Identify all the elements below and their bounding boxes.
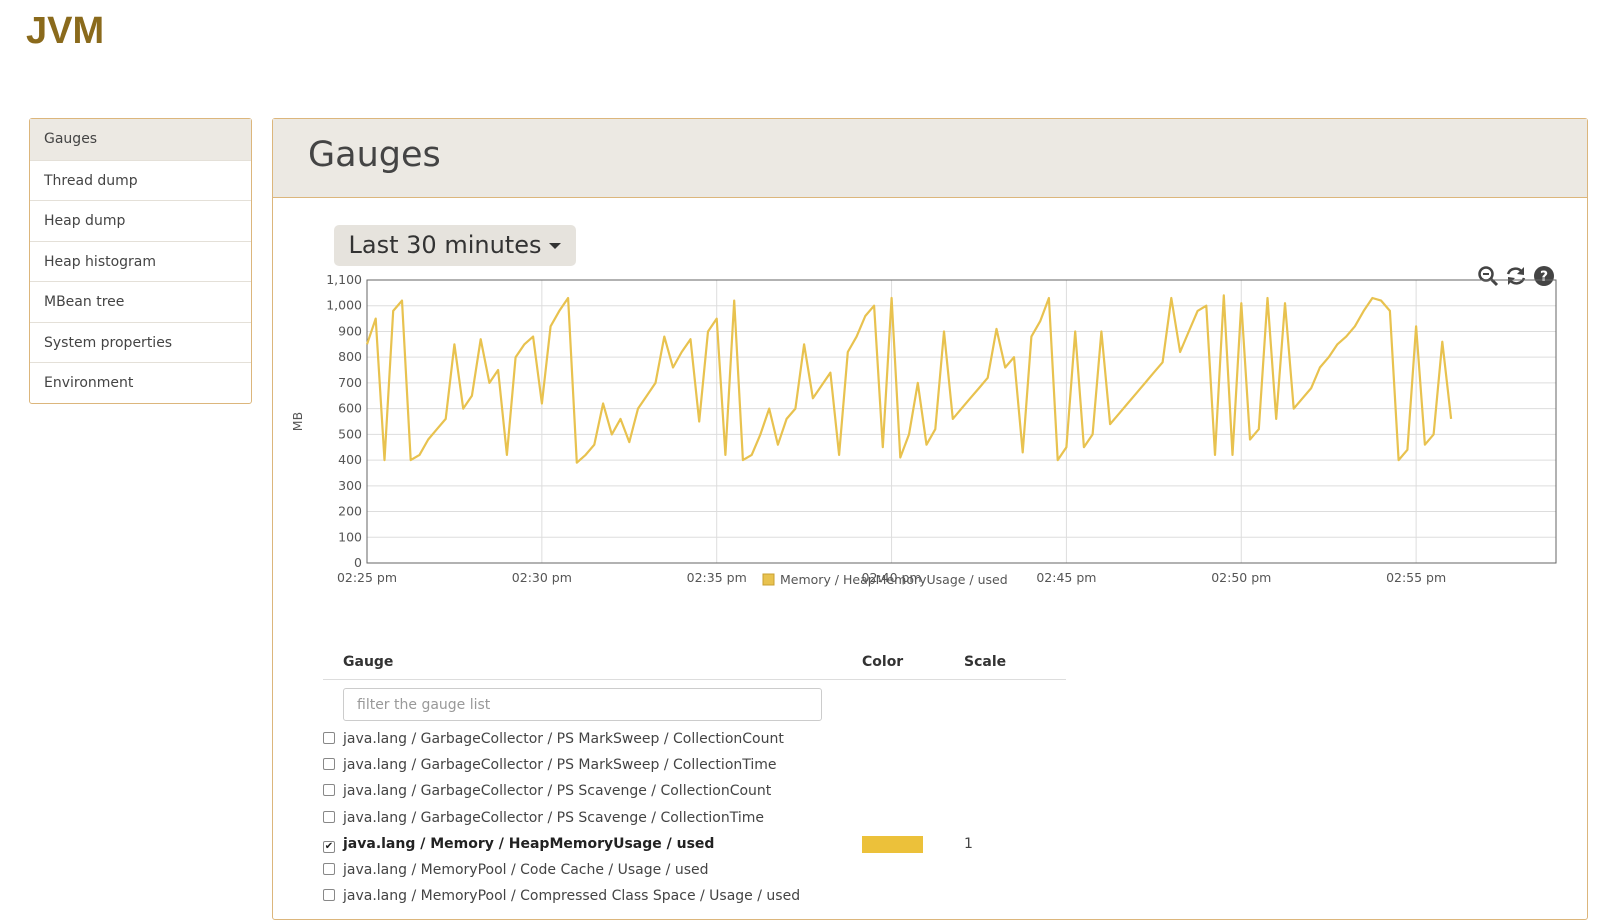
x-tick-label: 02:50 pm — [1211, 570, 1271, 585]
refresh-icon[interactable] — [1505, 265, 1527, 287]
chart: 0 100 200 300 400 500 600 700 800 900 1,000 1,100 02… — [290, 272, 1557, 587]
scale-value: 1 — [964, 835, 973, 852]
x-tick-label: 02:40 pm — [862, 570, 922, 585]
gauge-row: ✔ java.lang / Memory / HeapMemoryUsage / … — [323, 834, 714, 854]
svg-text:?: ? — [1540, 269, 1548, 285]
gauge-label: java.lang / MemoryPool / Compressed Clas… — [343, 888, 801, 905]
y-tick-label: 1,100 — [326, 272, 362, 287]
column-header: Scale — [964, 654, 1007, 670]
y-tick-label: 300 — [338, 478, 362, 493]
app-title: JVM — [26, 10, 105, 52]
checkbox[interactable] — [323, 889, 335, 902]
help-icon[interactable]: ? — [1533, 265, 1555, 287]
gauge-row: java.lang / MemoryPool / Code Cache / Us… — [323, 860, 709, 880]
gauge-row: java.lang / GarbageCollector / PS MarkSw… — [323, 755, 777, 775]
gauge-label: java.lang / Memory / HeapMemoryUsage / u… — [343, 835, 715, 852]
checkbox[interactable] — [323, 784, 335, 797]
y-tick-label: 700 — [338, 375, 362, 390]
column-header: Color — [862, 654, 904, 670]
y-tick-label: 1,000 — [326, 298, 362, 313]
nav-item[interactable]: Thread dump — [30, 159, 251, 201]
time-range-button[interactable]: Last 30 minutes — [334, 225, 576, 266]
checkbox[interactable] — [323, 758, 335, 771]
gauge-row: java.lang / GarbageCollector / PS MarkSw… — [323, 729, 784, 749]
nav-item[interactable]: Gauges — [30, 119, 251, 160]
column-header: Gauge — [343, 654, 394, 670]
y-tick-label: 800 — [338, 349, 362, 364]
gauge-label: java.lang / GarbageCollector / PS Scaven… — [343, 809, 764, 826]
panel: Gauges Last 30 minutes — [272, 118, 1588, 920]
color-swatch — [862, 835, 923, 853]
y-tick-label: 500 — [338, 426, 362, 441]
gauge-row: java.lang / GarbageCollector / PS Scaven… — [323, 808, 764, 828]
y-tick-label: 200 — [338, 504, 362, 519]
checkbox[interactable]: ✔ — [323, 840, 335, 853]
nav-item[interactable]: Heap histogram — [30, 240, 251, 282]
data-line — [365, 294, 1453, 464]
gauge-label: java.lang / GarbageCollector / PS Scaven… — [343, 783, 772, 800]
legend-swatch — [762, 573, 775, 586]
nav-item[interactable]: Heap dump — [30, 200, 251, 241]
header-rule — [323, 679, 1066, 680]
plot-border — [366, 279, 1557, 564]
x-tick-label: 02:25 pm — [337, 570, 397, 585]
y-tick-label: 900 — [338, 323, 362, 338]
checkbox[interactable] — [323, 732, 335, 744]
y-axis-label: MB — [290, 412, 305, 431]
nav-item[interactable]: MBean tree — [30, 281, 251, 322]
y-tick-label: 400 — [338, 452, 362, 467]
x-tick-label: 02:30 pm — [512, 570, 572, 585]
filter-input[interactable]: filter the gauge list — [343, 688, 822, 721]
panel-header: Gauges — [273, 119, 1587, 198]
legend-label: Memory / HeapMemoryUsage / used — [780, 572, 1008, 587]
y-tick-label: 0 — [354, 555, 362, 570]
gauge-row: java.lang / GarbageCollector / PS Scaven… — [323, 781, 771, 801]
y-tick-label: 600 — [338, 401, 362, 416]
nav-item[interactable]: Environment — [30, 362, 251, 403]
gauge-label: java.lang / GarbageCollector / PS MarkSw… — [343, 757, 777, 774]
gauge-label: java.lang / MemoryPool / Code Cache / Us… — [343, 862, 709, 878]
panel-title: Gauges — [308, 135, 441, 175]
sidebar: Gauges Thread dump Heap dump Heap histogram… — [29, 118, 252, 404]
checkbox[interactable] — [323, 863, 335, 875]
page: JVM Gauges Thread dump Heap dump Heap histo… — [0, 0, 1624, 887]
nav-item[interactable]: System properties — [30, 321, 251, 363]
gauge-label: java.lang / GarbageCollector / PS MarkSw… — [343, 731, 784, 747]
x-tick-label: 02:45 pm — [1036, 570, 1096, 585]
y-tick-label: 100 — [338, 529, 362, 544]
x-tick-label: 02:35 pm — [687, 570, 747, 585]
gauge-row: java.lang / MemoryPool / Compressed Clas… — [323, 886, 800, 906]
checkbox[interactable] — [323, 810, 335, 823]
x-tick-label: 02:55 pm — [1386, 570, 1446, 585]
